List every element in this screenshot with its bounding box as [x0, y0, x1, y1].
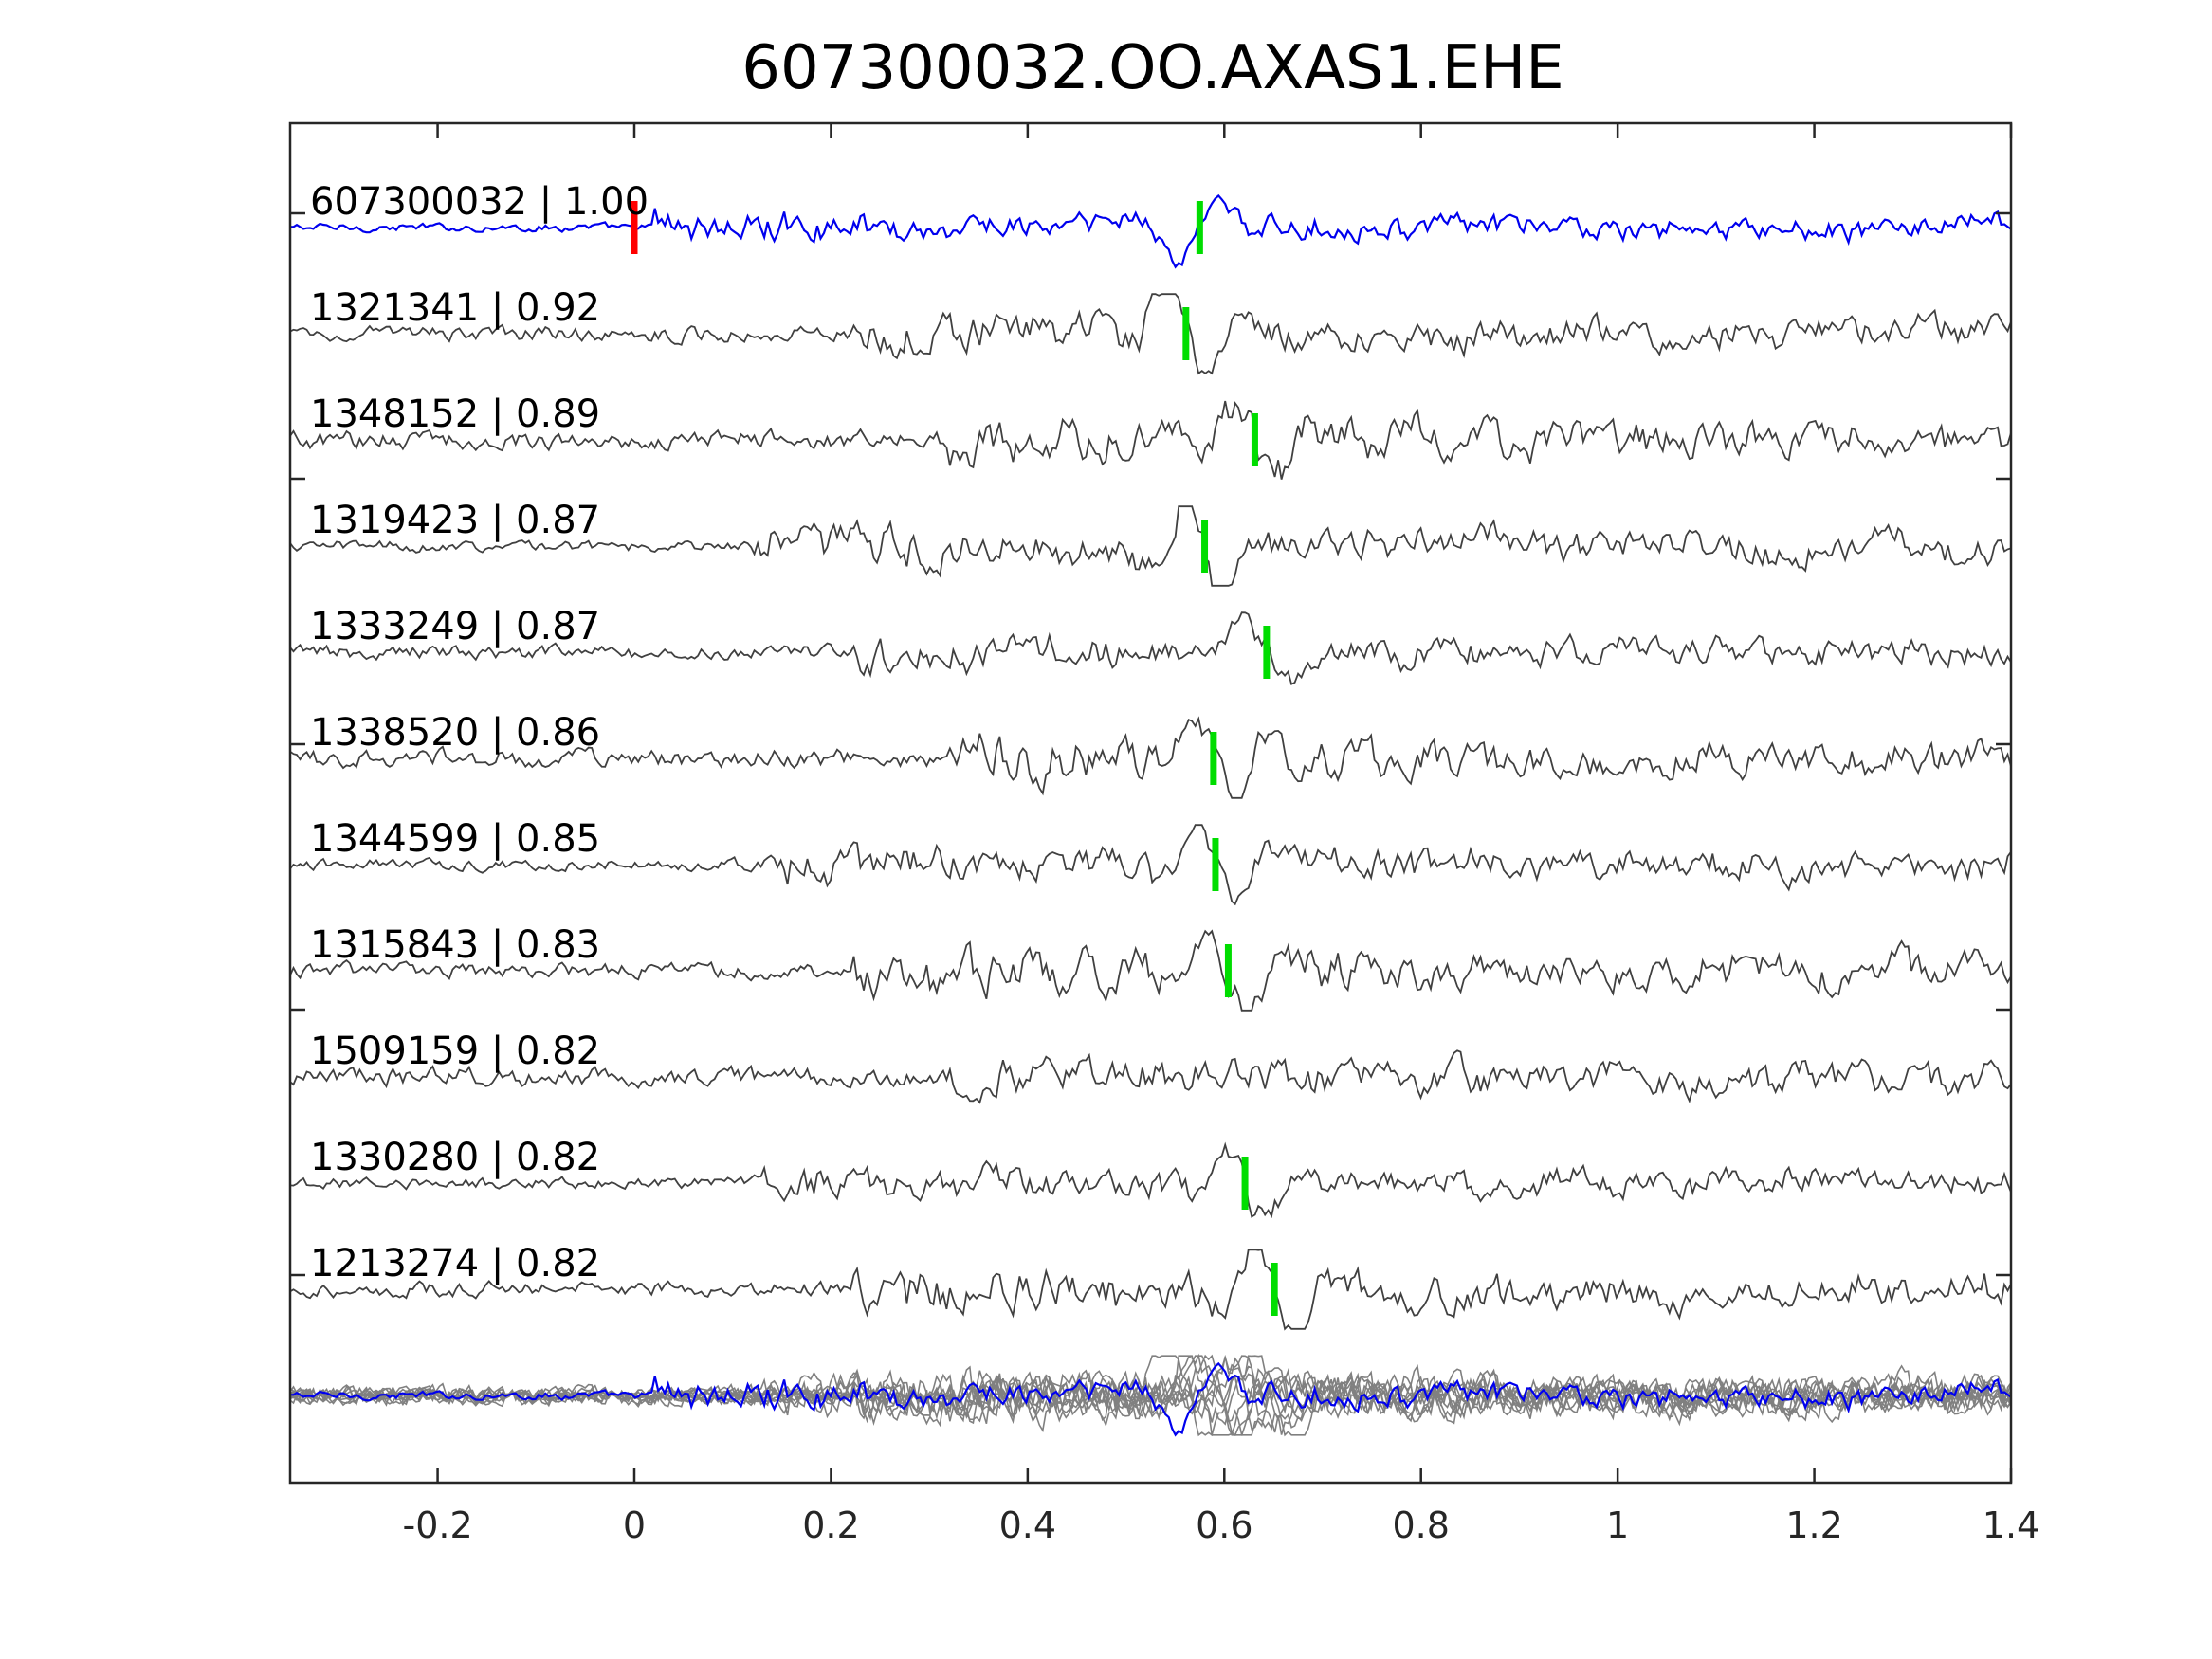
y-axis-ticks — [290, 211, 2011, 1277]
trace-label-1: 1321341 | 0.92 — [310, 286, 600, 330]
pick-markers — [631, 201, 1278, 1316]
trace-labels: 607300032 | 1.00 1321341 | 0.92 1348152 | … — [310, 180, 649, 1285]
trace-label-6: 1344599 | 0.85 — [310, 817, 600, 861]
plot-background — [290, 123, 2011, 1483]
trace-label-7: 1315843 | 0.83 — [310, 923, 600, 967]
x-tick-label-3: 0.4 — [999, 1504, 1056, 1546]
x-tick-label-1: 0 — [623, 1504, 646, 1546]
match-trace-3 — [289, 505, 2012, 587]
match-trace-6 — [289, 824, 2012, 906]
x-tick-label-8: 1.4 — [1983, 1504, 2039, 1546]
match-trace-4 — [289, 611, 2012, 686]
trace-label-4: 1333249 | 0.87 — [310, 605, 600, 648]
overlay-trace-9 — [289, 1354, 2012, 1431]
trace-label-8: 1509159 | 0.82 — [310, 1030, 600, 1073]
chart-title: 607300032.OO.AXAS1.EHE — [741, 33, 1563, 103]
trace-label-3: 1319423 | 0.87 — [310, 499, 600, 542]
x-tick-label-5: 0.8 — [1392, 1504, 1449, 1546]
match-trace-5 — [289, 716, 2012, 799]
plot-frame — [288, 121, 2013, 1485]
match-trace-7 — [289, 929, 2012, 1012]
x-tick-label-4: 0.6 — [1196, 1504, 1252, 1546]
match-trace-8 — [289, 1049, 2012, 1104]
x-tick-label-2: 0.2 — [802, 1504, 859, 1546]
trace-label-9: 1330280 | 0.82 — [310, 1136, 600, 1179]
overlay-trace-5 — [289, 1353, 2012, 1436]
overlay-template-trace — [289, 1361, 2012, 1437]
x-tick-label-7: 1.2 — [1785, 1504, 1842, 1546]
template-trace — [289, 193, 2012, 269]
trace-label-2: 1348152 | 0.89 — [310, 392, 600, 436]
x-tick-label-0: -0.2 — [402, 1504, 472, 1546]
x-axis: -0.2 0 0.2 0.4 0.6 0.8 1 1.2 1.4 — [402, 123, 2039, 1546]
match-trace-10 — [289, 1249, 2012, 1331]
trace-label-10: 1213274 | 0.82 — [310, 1242, 600, 1285]
match-trace-9 — [289, 1141, 2012, 1219]
match-trace-1 — [289, 293, 2012, 375]
x-tick-label-6: 1 — [1606, 1504, 1629, 1546]
match-trace-2 — [289, 400, 2012, 480]
trace-layer — [289, 193, 2012, 1331]
overlay-stack — [289, 1353, 2012, 1437]
trace-label-5: 1338520 | 0.86 — [310, 711, 600, 755]
trace-label-0: 607300032 | 1.00 — [310, 180, 649, 224]
